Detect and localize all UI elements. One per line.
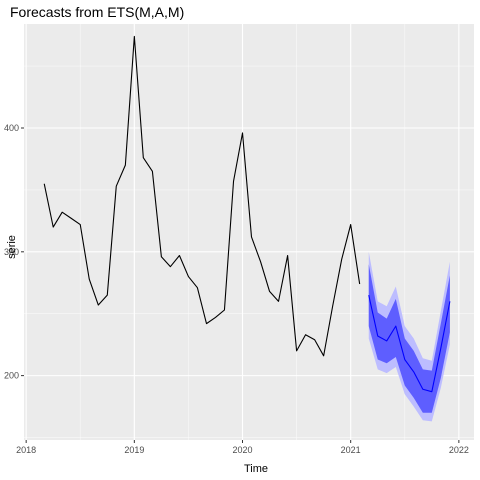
x-axis: 2018 2019 2020 2021 2022 (16, 440, 469, 455)
prediction-intervals (368, 251, 450, 422)
x-tick-label: 2019 (124, 445, 144, 455)
series-lines (43, 35, 451, 393)
y-axis-title: serie (6, 235, 18, 259)
x-tick-label: 2018 (16, 445, 36, 455)
y-tick-label: 300 (4, 247, 19, 257)
forecast-series-line (368, 295, 451, 393)
y-tick-label: 400 (4, 123, 19, 133)
x-axis-title: Time (244, 463, 268, 475)
x-tick-label: 2020 (232, 445, 252, 455)
major-gridlines (24, 24, 474, 440)
x-tick-label: 2022 (449, 445, 469, 455)
history-series-line (43, 35, 361, 357)
band-80 (368, 264, 450, 413)
y-axis: 200 300 400 (4, 123, 24, 381)
chart-title: Forecasts from ETS(M,A,M) (10, 4, 184, 20)
y-tick-label: 200 (4, 371, 19, 381)
x-tick-label: 2021 (341, 445, 361, 455)
